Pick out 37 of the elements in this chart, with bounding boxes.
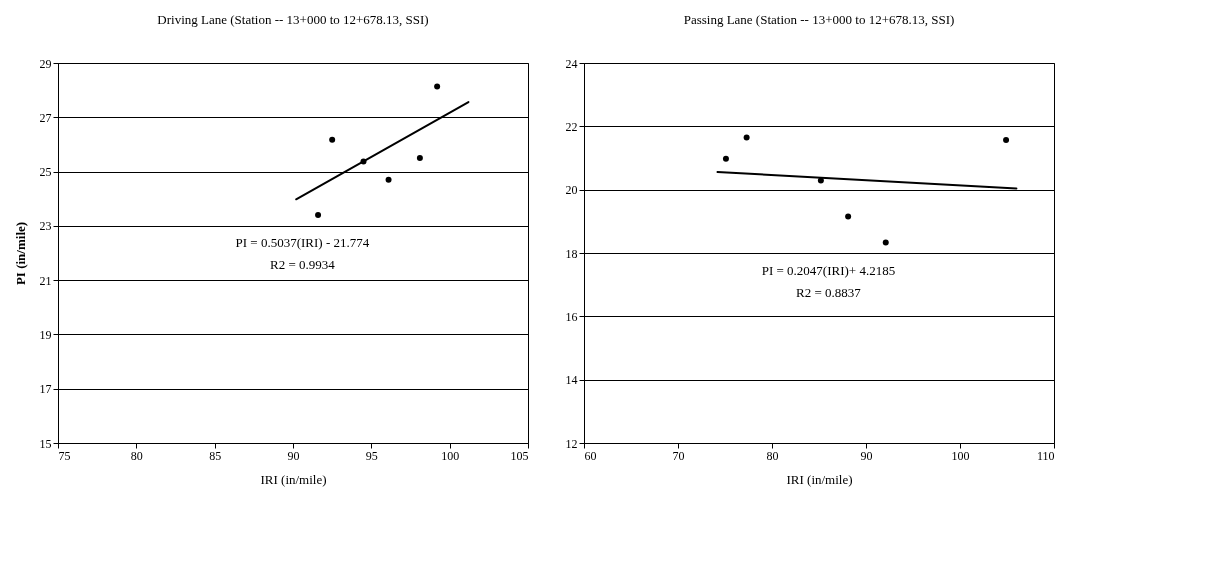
x-tick-label: 70 [672,448,685,463]
y-axis-title: PI (in/mile) [12,221,28,286]
y-tick-label: 18 [565,246,578,261]
annotation: PI = 0.2047(IRI)+ 4.2185 [761,262,896,278]
y-tick-label: 17 [39,382,52,397]
x-tick-label: 100 [951,448,970,463]
y-tick-label: 29 [39,56,52,71]
x-tick-label: 75 [58,448,71,463]
annotation: PI = 0.5037(IRI) - 21.774 [235,235,370,250]
x-axis-title: IRI (in/mile) [260,471,327,487]
chart-title: Passing Lane (Station -- 13+000 to 12+678.13, SSI) [683,12,955,27]
y-tick-label: 22 [565,119,578,134]
y-tick-label: 25 [39,165,52,180]
y-tick-label: 24 [565,56,578,71]
annotation: R2 = 0.9934 [270,257,336,272]
y-tick-label: 21 [39,273,52,288]
chart-title: Driving Lane (Station -- 13+000 to 12+678.13, SSI) [157,12,429,27]
y-tick-label: 23 [39,219,52,234]
y-tick-label: 19 [39,327,52,342]
x-tick-label: 85 [209,448,222,463]
y-tick-label: 27 [39,110,52,125]
y-tick-label: 14 [565,373,578,388]
y-tick-label: 12 [565,436,578,451]
x-tick-label: 100 [441,448,460,463]
x-tick-label: 110 [1036,448,1055,463]
x-axis-title: IRI (in/mile) [786,471,853,487]
y-tick-label: 20 [565,183,578,198]
x-tick-label: 95 [365,448,378,463]
x-tick-label: 90 [287,448,300,463]
x-tick-label: 80 [130,448,143,463]
y-tick-label: 16 [565,309,578,324]
x-tick-label: 80 [766,448,779,463]
annotation: R2 = 0.8837 [796,284,862,300]
x-tick-label: 60 [584,448,597,463]
x-tick-label: 105 [510,448,529,463]
x-tick-label: 90 [860,448,873,463]
y-tick-label: 15 [39,436,52,451]
